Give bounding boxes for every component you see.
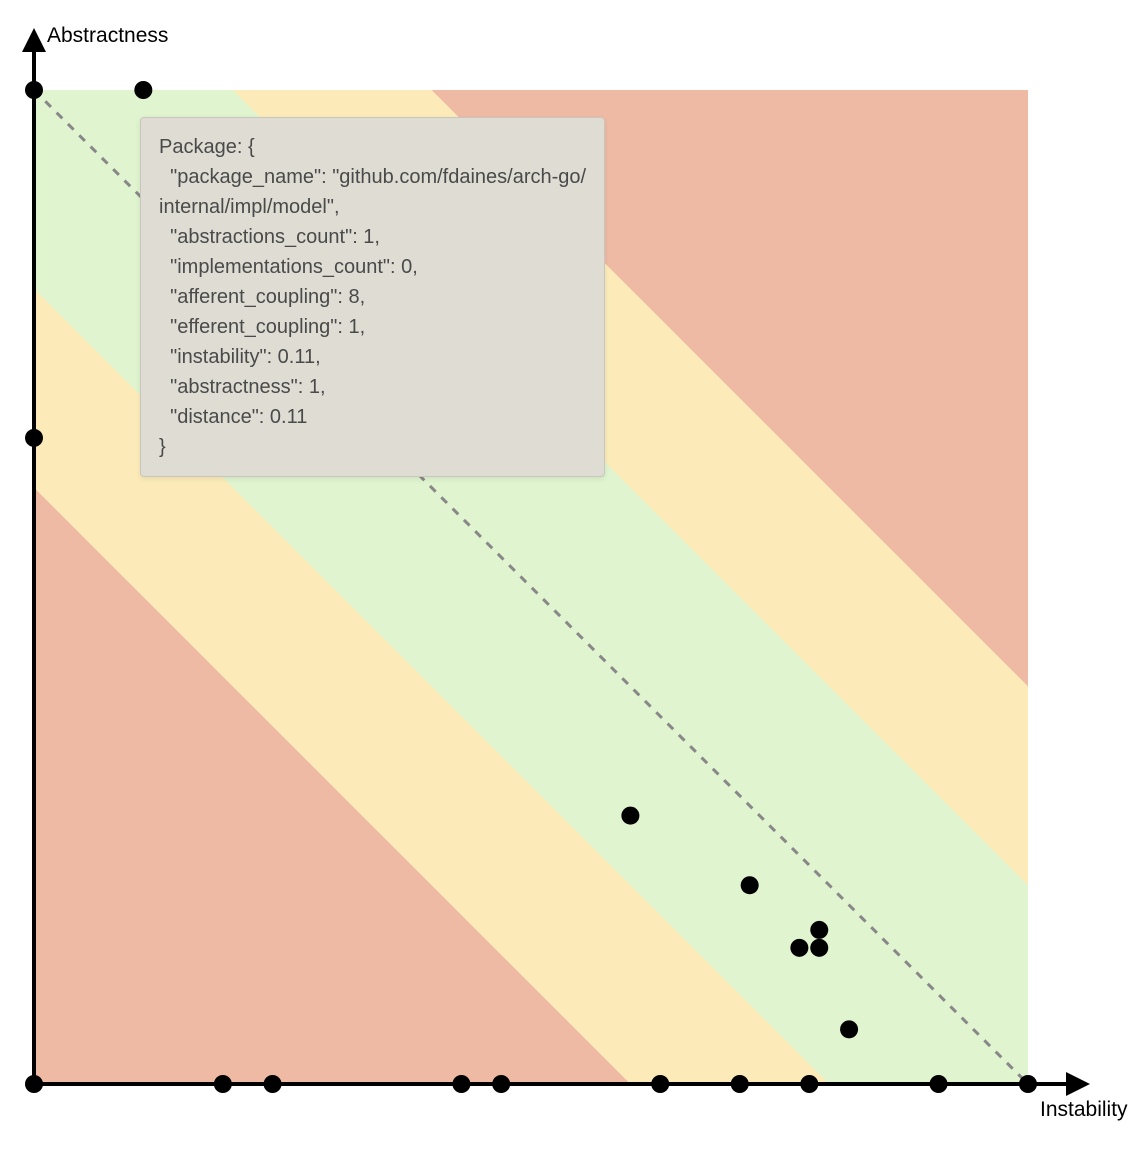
x-axis-label: Instability xyxy=(1040,1098,1128,1122)
y-axis-label: Abstractness xyxy=(47,24,168,48)
abstractness-instability-chart: Abstractness Instability Package: { "pac… xyxy=(0,0,1148,1162)
package-tooltip: Package: { "package_name": "github.com/f… xyxy=(140,117,605,477)
